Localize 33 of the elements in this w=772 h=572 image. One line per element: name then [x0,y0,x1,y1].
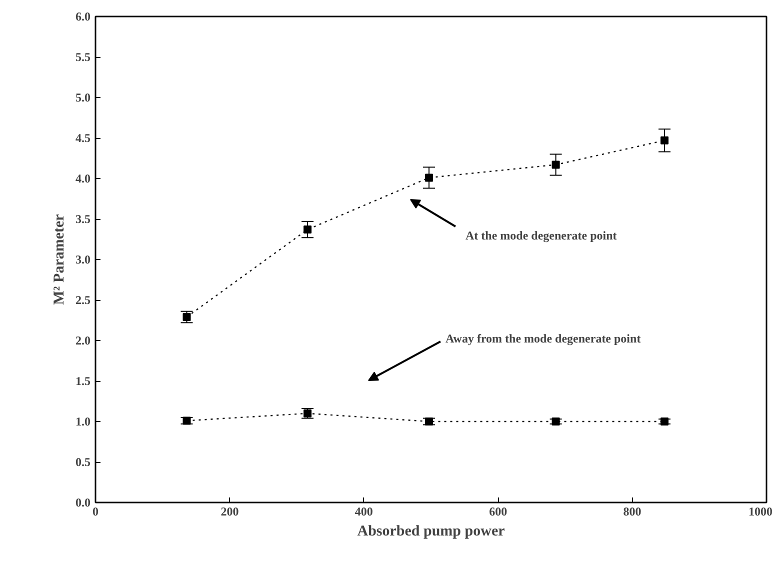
y-tick-label: 5.0 [76,90,90,104]
x-tick-label: 400 [354,504,373,518]
point [304,409,312,418]
x-tick-label: 600 [489,504,508,518]
y-tick-label: 1.0 [76,414,90,428]
y-tick-label: 5.5 [76,50,90,64]
point [182,416,191,425]
y-tick-label: 3.0 [76,252,90,266]
y-tick-label: 4.0 [76,172,90,186]
point [552,160,560,169]
y-tick-label: 6.0 [76,10,90,24]
point [424,418,433,426]
y-tick-label: 0.0 [76,496,90,510]
y-tick-label: 2.5 [76,293,90,307]
y-tick-label: 4.5 [76,131,90,145]
point [304,226,312,234]
x-tick-label: 0 [92,504,98,518]
point [660,418,669,426]
x-axis-title: Absorbed pump power [357,524,506,540]
y-tick-label: 0.5 [76,455,90,469]
y-tick-label: 1.5 [76,374,90,388]
point [660,136,669,144]
annotation: Away from the mode degenerate point [446,332,641,346]
x-tick-label: 200 [220,504,239,518]
point [182,313,191,322]
y-tick-label: 3.5 [76,212,90,226]
y-tick-label: 2.0 [76,334,90,348]
point [424,174,433,182]
x-tick-label: 800 [623,504,642,518]
annotation: At the mode degenerate point [466,228,617,242]
point [552,418,560,426]
y-axis-title: M² Parameter [52,214,68,305]
x-tick-label: 1000 [748,504,772,518]
